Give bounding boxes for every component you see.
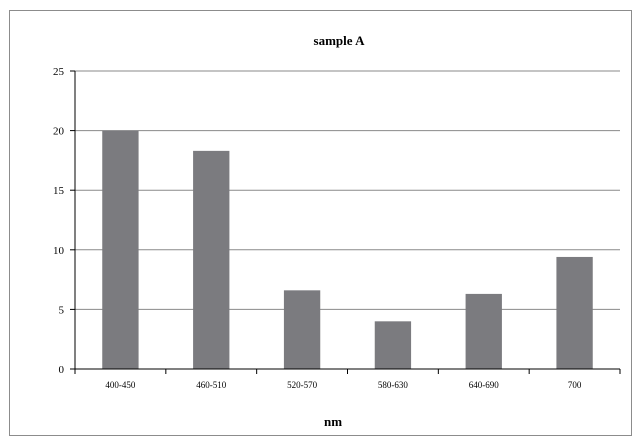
bars [102, 130, 593, 369]
x-tick-label: 520-570 [287, 380, 317, 390]
gridlines [75, 70, 620, 310]
bar [374, 321, 412, 369]
y-tick-label: 15 [53, 185, 65, 197]
bar [465, 293, 502, 369]
bar [556, 256, 593, 369]
y-tick-label: 5 [59, 304, 65, 316]
y-tick-label: 20 [53, 126, 65, 138]
x-tick-label: 580-630 [378, 380, 408, 390]
bar [102, 130, 139, 369]
y-axis-ticks: 0 5 10 15 20 25 [53, 66, 75, 376]
bar [193, 150, 230, 369]
x-tick-label: 700 [568, 380, 582, 390]
x-axis-label: nm [324, 414, 342, 429]
x-tick-label: 460-510 [196, 380, 226, 390]
y-tick-label: 25 [53, 66, 65, 78]
chart-title: sample A [314, 33, 366, 48]
bar [283, 290, 321, 369]
y-tick-label: 0 [59, 364, 65, 376]
y-tick-label: 10 [53, 245, 65, 257]
x-tick-label: 640-690 [469, 380, 499, 390]
x-axis-ticks: 400-450 460-510 520-570 580-630 640-690 700 [74, 369, 621, 390]
x-tick-label: 400-450 [105, 380, 135, 390]
